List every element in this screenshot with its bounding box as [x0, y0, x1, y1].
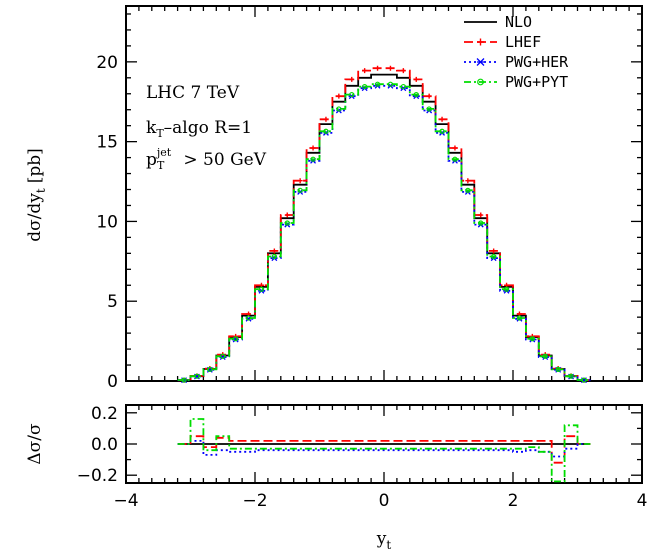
main-point-pwg-pyt	[452, 156, 458, 162]
annotation-algo-k: k	[146, 118, 157, 138]
main-point-pwg-pyt	[478, 220, 484, 226]
main-point-lhef	[387, 65, 393, 71]
legend-marker-pwg-pyt	[477, 78, 484, 86]
main-axis-ticks: 0 5 10 15 20	[96, 6, 643, 392]
main-point-pwg-pyt	[491, 253, 497, 260]
annotation-pt-sup: jet	[155, 146, 172, 159]
xlabel-sub: t	[386, 538, 391, 552]
ratio-ytick-label: 0.0	[91, 435, 118, 455]
main-point-pwg-pyt	[258, 286, 265, 292]
ratio-series-pwg-pyt	[177, 418, 591, 483]
ratio-series-group	[177, 418, 591, 483]
main-point-pwg-pyt	[284, 220, 290, 226]
main-point-pwg-pyt	[181, 377, 187, 383]
annotation-algo: kT–algo R=1	[146, 118, 252, 140]
main-point-pwg-pyt	[310, 156, 316, 162]
main-point-pwg-pyt	[323, 128, 329, 134]
main-point-lhef	[284, 212, 290, 218]
main-ylabel-text: dσ/dy	[25, 193, 45, 242]
annotation-pt-rest: > 50 GeV	[178, 150, 267, 170]
main-ylabel: dσ/dyt [pb]	[25, 148, 48, 242]
xlabel: yt	[376, 529, 392, 552]
main-series-group	[177, 65, 591, 384]
xtick-label: 2	[508, 491, 519, 511]
main-point-pwg-pyt	[413, 91, 419, 98]
main-ytick-label: 15	[96, 133, 118, 153]
legend-label-lhef: LHEF	[505, 33, 541, 51]
legend-marker-lhef	[477, 38, 484, 46]
main-ytick-label: 10	[96, 212, 118, 232]
main-ytick-label: 20	[96, 53, 118, 73]
main-point-pwg-pyt	[426, 106, 432, 112]
legend-label-nlo: NLO	[505, 13, 532, 31]
ratio-ytick-label: 0.2	[91, 404, 118, 424]
annotation-pt-sub: T	[157, 159, 165, 172]
main-point-pwg-pyt	[207, 366, 213, 372]
legend: NLO LHEF PWG+HER PWG+PYT	[464, 13, 569, 91]
main-point-pwg-pyt	[529, 336, 535, 342]
main-point-lhef	[297, 178, 303, 184]
ratio-axis-ticks: −4 −2 0 2 4 −0.2 0.0 0.2	[77, 404, 648, 511]
xtick-label: 4	[637, 491, 648, 511]
main-point-lhef	[439, 116, 445, 122]
main-point-lhef	[478, 212, 484, 218]
main-point-pwg-pyt	[439, 128, 445, 134]
annotation-algo-rest: –algo R=1	[164, 118, 252, 138]
main-point-lhef	[310, 145, 316, 151]
main-point-pwg-pyt	[233, 336, 239, 342]
main-ylabel-sub: t	[34, 188, 48, 193]
main-point-lhef	[375, 65, 381, 71]
main-point-pwg-pyt	[245, 315, 252, 321]
main-point-lhef	[400, 68, 406, 74]
main-point-pwg-pyt	[503, 286, 510, 292]
main-point-pwg-pyt	[220, 353, 226, 359]
legend-marker-pwg-her	[476, 58, 485, 66]
xtick-label: −4	[113, 491, 138, 511]
main-point-lhef	[271, 248, 277, 254]
legend-label-pwg-her: PWG+HER	[505, 53, 569, 71]
main-point-pwg-pyt	[581, 377, 587, 383]
main-point-lhef	[362, 68, 368, 74]
main-point-pwg-pyt	[349, 91, 355, 98]
main-point-lhef	[452, 145, 458, 151]
ratio-ylabel: Δσ/σ	[25, 423, 45, 465]
main-point-pwg-pyt	[542, 353, 548, 359]
main-ytick-label: 0	[107, 372, 118, 392]
ratio-series-lhef	[177, 435, 591, 464]
main-point-pwg-pyt	[568, 373, 574, 379]
ratio-ytick-label: −0.2	[77, 466, 118, 486]
main-point-pwg-pyt	[374, 81, 381, 87]
xlabel-text: y	[376, 529, 387, 549]
xtick-label: −2	[242, 491, 267, 511]
main-point-lhef	[349, 76, 355, 82]
main-point-pwg-pyt	[516, 315, 523, 321]
xtick-label: 0	[379, 491, 390, 511]
annotation-pt-p: p	[146, 150, 157, 170]
annotation-algo-sub: T	[156, 127, 164, 140]
main-ylabel-unit: [pb]	[25, 148, 45, 183]
main-point-pwg-pyt	[465, 187, 471, 193]
main-series-nlo	[177, 73, 591, 382]
main-point-lhef	[323, 116, 329, 122]
main-point-pwg-pyt	[387, 81, 394, 87]
legend-label-pwg-pyt: PWG+PYT	[505, 73, 568, 91]
main-point-lhef	[465, 178, 471, 184]
main-point-pwg-pyt	[336, 106, 342, 112]
main-point-pwg-pyt	[297, 187, 303, 193]
annotation-lhc: LHC 7 TeV	[146, 83, 240, 103]
main-point-lhef	[491, 248, 497, 254]
main-ytick-label: 5	[107, 292, 118, 312]
main-point-pwg-pyt	[555, 366, 561, 372]
main-point-pwg-pyt	[400, 83, 406, 90]
main-point-pwg-pyt	[271, 253, 277, 260]
main-point-lhef	[413, 76, 419, 82]
main-series-lhef	[177, 67, 591, 382]
annotation-ptcut: pjet T > 50 GeV	[146, 146, 267, 172]
main-point-lhef	[336, 93, 342, 99]
main-point-pwg-pyt	[362, 83, 368, 90]
main-point-lhef	[426, 93, 432, 99]
main-point-pwg-pyt	[194, 373, 200, 379]
